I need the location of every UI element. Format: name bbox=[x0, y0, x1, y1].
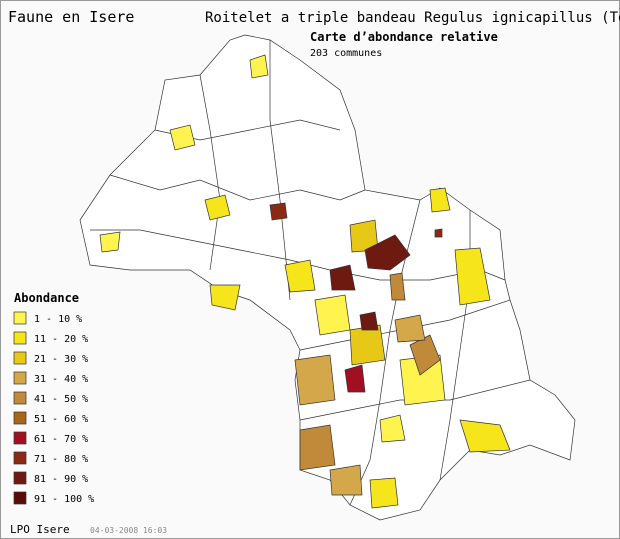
map bbox=[79, 34, 576, 521]
legend-label: 51 - 60 % bbox=[34, 414, 88, 425]
legend-swatch bbox=[13, 311, 27, 325]
legend-swatch bbox=[13, 451, 27, 465]
legend-swatch bbox=[13, 471, 27, 485]
legend-label: 91 - 100 % bbox=[34, 494, 94, 505]
legend-title: Abondance bbox=[14, 291, 79, 305]
legend-swatch bbox=[13, 371, 27, 385]
legend-label: 11 - 20 % bbox=[34, 334, 88, 345]
source: LPO Isere bbox=[10, 523, 70, 536]
legend-swatch bbox=[13, 411, 27, 425]
legend-label: 71 - 80 % bbox=[34, 454, 88, 465]
map-title: Carte d’abondance relative bbox=[310, 30, 498, 44]
legend-label: 81 - 90 % bbox=[34, 474, 88, 485]
department-outline bbox=[79, 34, 576, 521]
legend-label: 41 - 50 % bbox=[34, 394, 88, 405]
species-title: Roitelet a triple bandeau Regulus ignica… bbox=[205, 10, 620, 26]
legend-label: 1 - 10 % bbox=[34, 314, 82, 325]
legend-label: 31 - 40 % bbox=[34, 374, 88, 385]
legend-swatch bbox=[13, 491, 27, 505]
legend-swatch bbox=[13, 391, 27, 405]
site-title: Faune en Isere bbox=[8, 8, 134, 26]
legend: 1 - 10 % 11 - 20 % 21 - 30 % 31 - 40 % 41 - … bbox=[13, 311, 94, 505]
legend-label: 61 - 70 % bbox=[34, 434, 88, 445]
legend-swatch bbox=[13, 351, 27, 365]
legend-label: 21 - 30 % bbox=[34, 354, 88, 365]
date: 04-03-2008 16:03 bbox=[90, 526, 167, 535]
legend-swatch bbox=[13, 331, 27, 345]
abundance-areas bbox=[99, 54, 511, 509]
legend-swatch bbox=[13, 431, 27, 445]
commune-count: 203 communes bbox=[310, 48, 382, 59]
